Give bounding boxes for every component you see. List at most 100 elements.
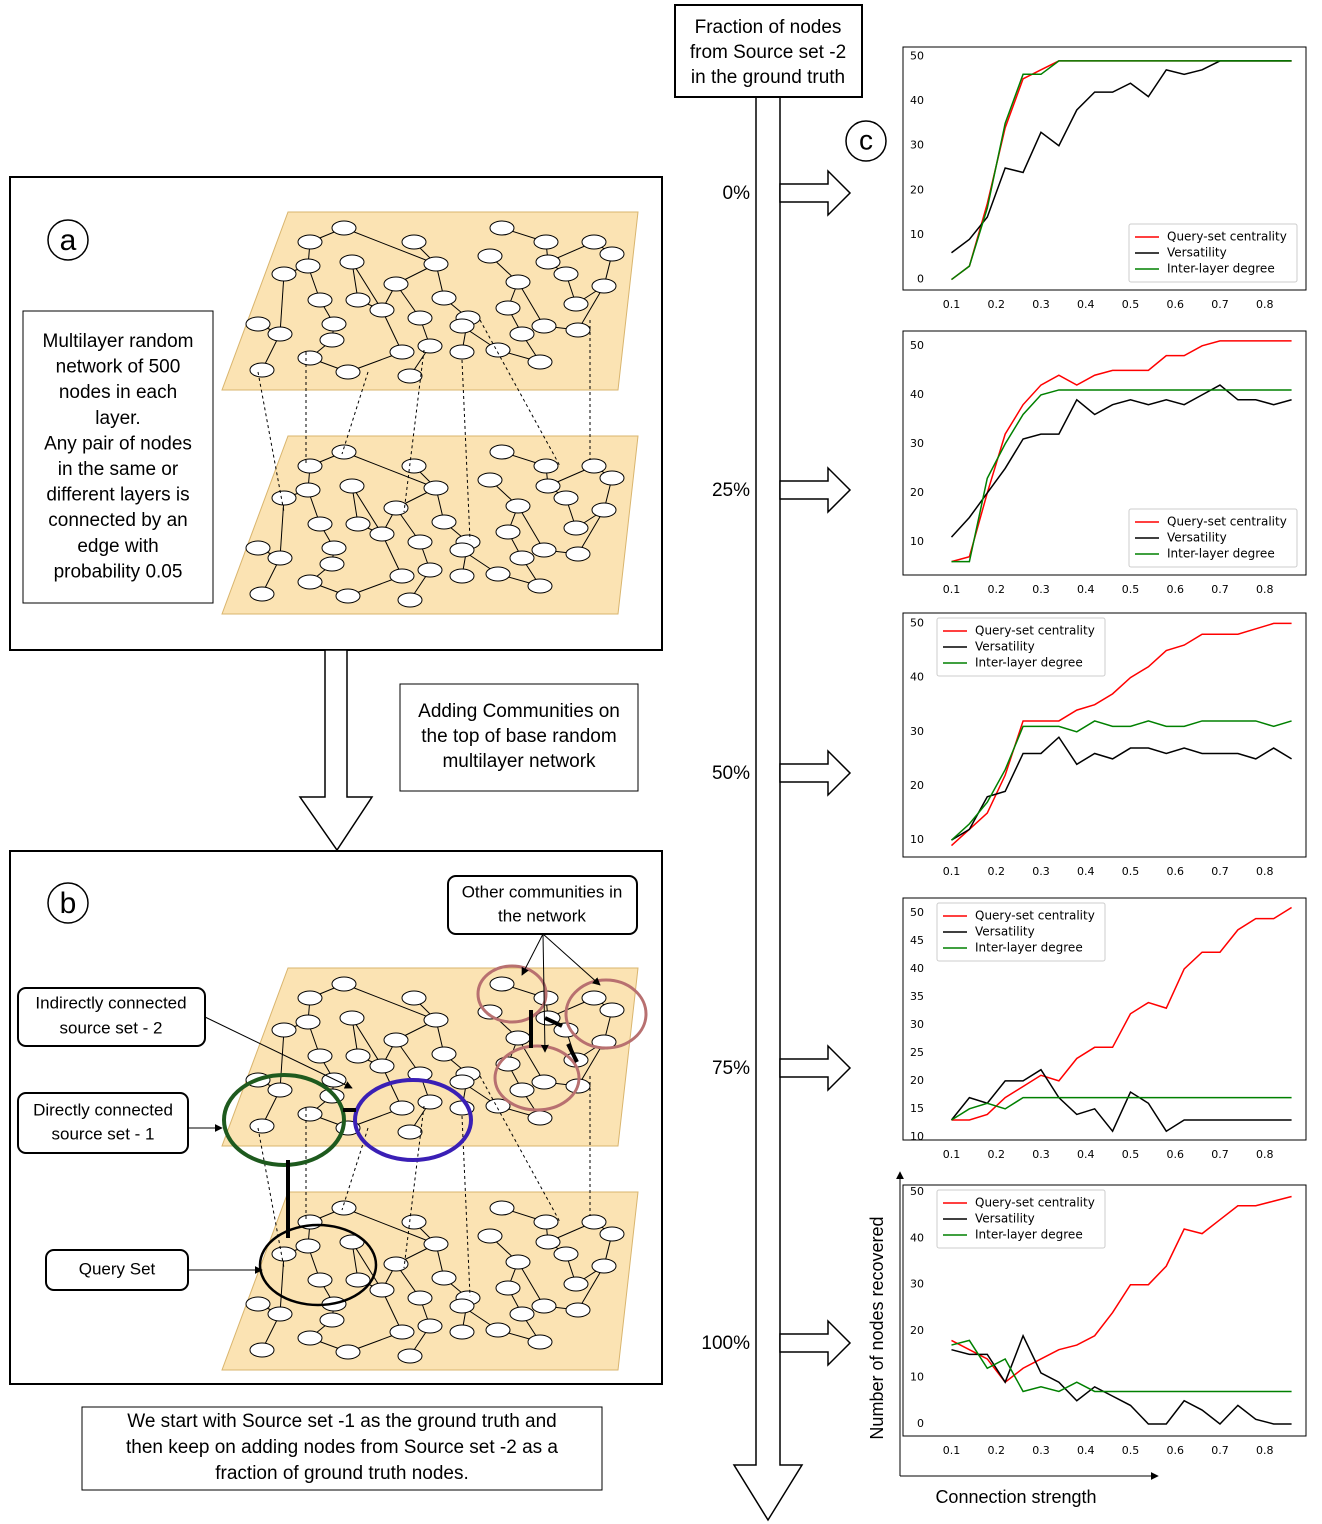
x-tick-label: 0.6 [1166, 865, 1184, 878]
legend-label: Inter-layer degree [975, 656, 1083, 670]
y-tick-label: 25 [910, 1046, 924, 1059]
description-text: nodes in each [59, 382, 177, 403]
panel-label: c [859, 124, 873, 155]
callout-text: Other communities in [462, 882, 623, 901]
x-tick-label: 0.8 [1256, 865, 1274, 878]
description-text: layer. [95, 408, 140, 429]
y-tick-label: 30 [910, 139, 924, 152]
y-tick-label: 40 [910, 671, 924, 684]
x-tick-label: 0.2 [987, 1148, 1005, 1161]
x-tick-label: 0.6 [1166, 1444, 1184, 1457]
y-tick-label: 30 [910, 1278, 924, 1291]
callout-text: Indirectly connected [35, 993, 186, 1012]
x-tick-label: 0.6 [1166, 583, 1184, 596]
y-tick-label: 40 [910, 388, 924, 401]
y-tick-label: 10 [910, 1130, 924, 1143]
description-text: Multilayer random [43, 331, 194, 352]
transition-text: Adding Communities on [418, 701, 620, 722]
description-text: network of 500 [56, 357, 181, 378]
x-axis-label: Connection strength [935, 1487, 1096, 1507]
header-text: Fraction of nodes [695, 17, 842, 38]
description-text: different layers is [46, 485, 189, 506]
x-tick-label: 0.8 [1256, 1444, 1274, 1457]
header-text: from Source set -2 [690, 42, 846, 63]
charts: 0 10 20 30 40 50 0.1 0.2 0.3 0.4 0.5 0.6 0.7 0.8 Query… [867, 47, 1306, 1507]
legend-label: Versatility [1167, 531, 1227, 545]
x-tick-label: 0.4 [1077, 583, 1095, 596]
x-tick-label: 0.5 [1122, 583, 1140, 596]
x-tick-label: 0.4 [1077, 1148, 1095, 1161]
x-tick-label: 0.5 [1122, 1444, 1140, 1457]
legend-label: Query-set centrality [975, 1196, 1095, 1210]
fraction-label: 75% [712, 1058, 750, 1079]
x-tick-label: 0.2 [987, 865, 1005, 878]
y-tick-label: 40 [910, 94, 924, 107]
legend-label: Query-set centrality [975, 624, 1095, 638]
transition-text: multilayer network [442, 751, 596, 772]
callout-text: source set - 2 [60, 1018, 163, 1037]
x-tick-label: 0.4 [1077, 865, 1095, 878]
x-tick-label: 0.6 [1166, 1148, 1184, 1161]
y-tick-label: 50 [910, 906, 924, 919]
x-tick-label: 0.2 [987, 298, 1005, 311]
footer-text: fraction of ground truth nodes. [215, 1463, 469, 1484]
legend-label: Versatility [975, 1212, 1035, 1226]
transition-text: the top of base random [421, 726, 616, 747]
x-tick-label: 0.3 [1032, 865, 1050, 878]
side-arrow [780, 1321, 850, 1365]
panel-label: a [60, 224, 77, 257]
legend-label: Versatility [975, 640, 1035, 654]
y-tick-label: 50 [910, 49, 924, 62]
y-tick-label: 10 [910, 228, 924, 241]
y-tick-label: 50 [910, 616, 924, 629]
y-tick-label: 45 [910, 934, 924, 947]
x-tick-label: 0.5 [1122, 865, 1140, 878]
x-tick-label: 0.1 [943, 298, 961, 311]
y-axis-label: Number of nodes recovered [867, 1216, 887, 1439]
x-tick-label: 0.7 [1211, 298, 1229, 311]
description-text: Any pair of nodes [44, 433, 192, 454]
legend-label: Inter-layer degree [975, 1228, 1083, 1242]
description-box [23, 311, 213, 603]
y-tick-label: 10 [910, 1371, 924, 1384]
y-tick-label: 20 [910, 1074, 924, 1087]
side-arrow [780, 1046, 850, 1090]
x-tick-label: 0.6 [1166, 298, 1184, 311]
footer-text: then keep on adding nodes from Source se… [126, 1437, 558, 1458]
y-tick-label: 50 [910, 1185, 924, 1198]
x-tick-label: 0.7 [1211, 1444, 1229, 1457]
side-arrow [780, 171, 850, 215]
side-arrow [780, 468, 850, 512]
y-tick-label: 0 [917, 1417, 924, 1430]
legend-label: Inter-layer degree [1167, 262, 1275, 276]
fraction-label: 25% [712, 480, 750, 501]
legend-label: Query-set centrality [1167, 515, 1287, 529]
y-tick-label: 10 [910, 833, 924, 846]
fraction-arrow [734, 97, 802, 1520]
y-tick-label: 30 [910, 1018, 924, 1031]
y-tick-label: 30 [910, 725, 924, 738]
description-text: edge with [77, 536, 158, 557]
y-tick-label: 50 [910, 339, 924, 352]
y-tick-label: 0 [917, 273, 924, 286]
description-text: in the same or [58, 459, 179, 480]
callout-text: source set - 1 [52, 1124, 155, 1143]
legend-label: Inter-layer degree [975, 941, 1083, 955]
y-tick-label: 10 [910, 535, 924, 548]
x-tick-label: 0.3 [1032, 298, 1050, 311]
fraction-label: 0% [723, 183, 751, 204]
x-tick-label: 0.3 [1032, 1444, 1050, 1457]
y-tick-label: 20 [910, 486, 924, 499]
x-tick-label: 0.4 [1077, 298, 1095, 311]
down-arrow [300, 650, 372, 850]
x-tick-label: 0.3 [1032, 583, 1050, 596]
panel-label: b [60, 887, 77, 920]
legend-label: Versatility [1167, 246, 1227, 260]
side-arrow [780, 751, 850, 795]
layer [222, 212, 638, 390]
x-tick-label: 0.5 [1122, 298, 1140, 311]
figure: Fraction of nodes from Source set -2 in … [0, 0, 1322, 1524]
description-text: probability 0.05 [54, 561, 183, 582]
callout-text: the network [498, 906, 586, 925]
x-tick-label: 0.3 [1032, 1148, 1050, 1161]
